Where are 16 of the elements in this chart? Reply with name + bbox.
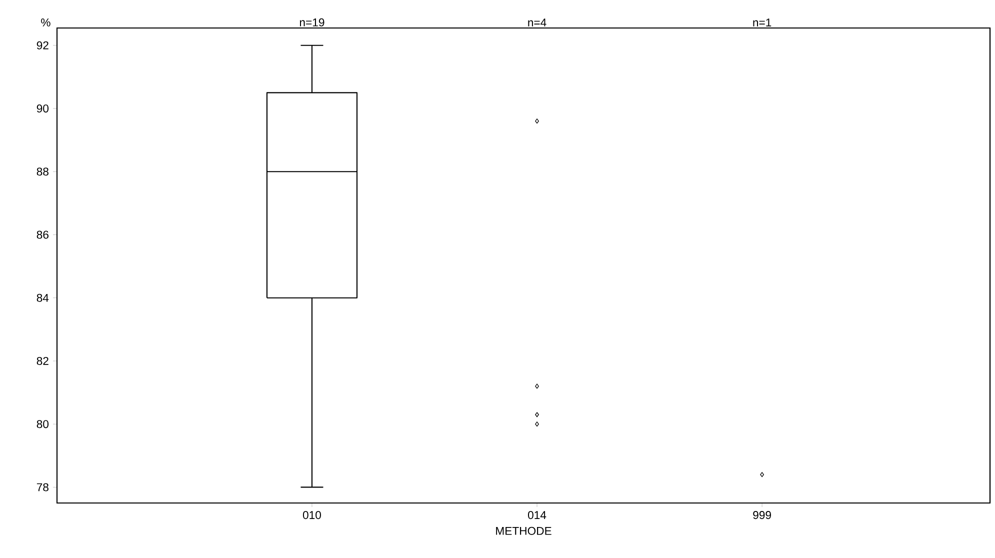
text: n=4 xyxy=(528,18,546,26)
x-axis-title: METHODE xyxy=(496,526,552,535)
y-tick-label: 92 xyxy=(36,41,48,50)
y-tick-label: 80 xyxy=(36,420,49,428)
y-tick-label: 88 xyxy=(36,168,48,176)
y-axis-title: % xyxy=(41,18,50,26)
x-tick-label: 014 xyxy=(528,511,546,520)
text: n=19 xyxy=(300,18,324,26)
y-tick-label: 82 xyxy=(36,356,48,365)
y-tick-label: 90 xyxy=(36,104,49,112)
x-tick-label: 010 xyxy=(302,511,321,520)
text: n=1 xyxy=(753,18,772,26)
y-tick-label: 86 xyxy=(36,230,48,239)
y-tick-label: 84 xyxy=(36,294,49,302)
y-tick-label: 78 xyxy=(36,483,48,492)
x-tick-label: 999 xyxy=(753,511,771,520)
